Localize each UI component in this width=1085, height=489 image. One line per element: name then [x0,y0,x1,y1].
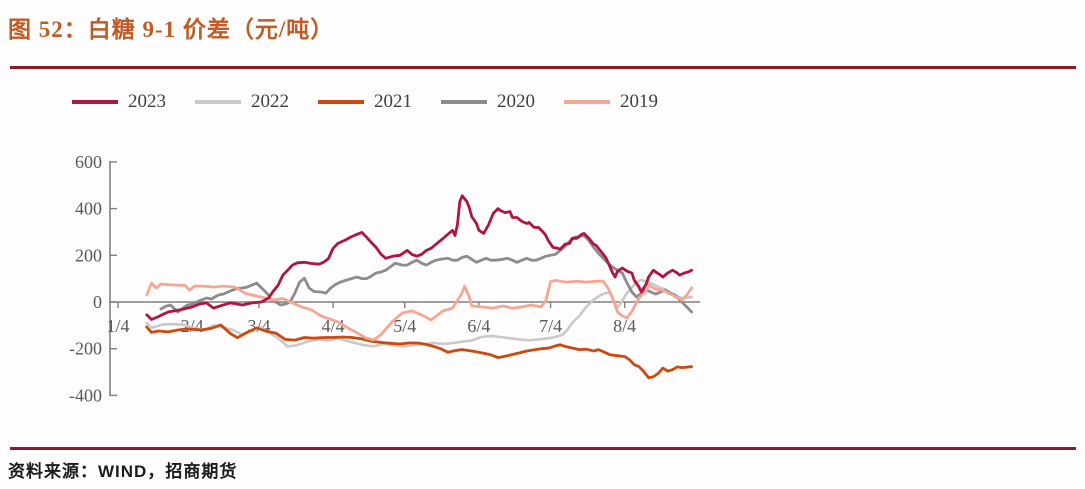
legend-label-2021: 2021 [374,91,412,112]
legend-label-2022: 2022 [251,91,289,112]
y-axis-tick-label: 400 [75,199,102,219]
legend-item-2023: 2023 [72,92,166,111]
x-axis-tick-label: 3/4 [248,316,271,336]
y-axis-tick-label: -200 [69,339,102,359]
legend-item-2022: 2022 [195,92,289,111]
y-axis-tick-label: 200 [75,245,102,265]
x-axis-tick-label: 8/4 [613,316,636,336]
y-axis-tick-label: 600 [75,152,102,172]
top-rule [10,66,1076,69]
legend-label-2023: 2023 [128,91,166,112]
x-axis-tick-label: 6/4 [467,316,490,336]
legend-label-2020: 2020 [497,91,535,112]
legend-item-2019: 2019 [564,92,658,111]
x-axis-tick-label: 1/4 [106,316,129,336]
series-line-2020 [159,234,693,314]
x-axis-tick-label: 5/4 [393,316,416,336]
series-line-2019 [145,279,693,342]
y-axis-tick-label: 0 [93,292,102,312]
legend-item-2021: 2021 [318,92,412,111]
legend-label-2019: 2019 [620,91,658,112]
source-note: 资料来源：WIND，招商期货 [8,462,238,481]
bottom-rule [10,447,1076,450]
y-axis-tick-label: -400 [69,385,102,405]
legend-swatch-2021 [318,99,364,104]
series-line-2023 [145,194,693,321]
legend-swatch-2019 [564,99,610,104]
legend-swatch-2023 [72,99,118,104]
legend-swatch-2022 [195,99,241,104]
figure-title: 图 52：白糖 9-1 价差（元/吨） [8,17,335,42]
legend: 2023 2022 2021 2020 2019 [72,92,687,111]
legend-item-2020: 2020 [441,92,535,111]
series-line-2021 [145,323,693,380]
legend-swatch-2020 [441,99,487,104]
x-axis-tick-label: 7/4 [539,316,562,336]
